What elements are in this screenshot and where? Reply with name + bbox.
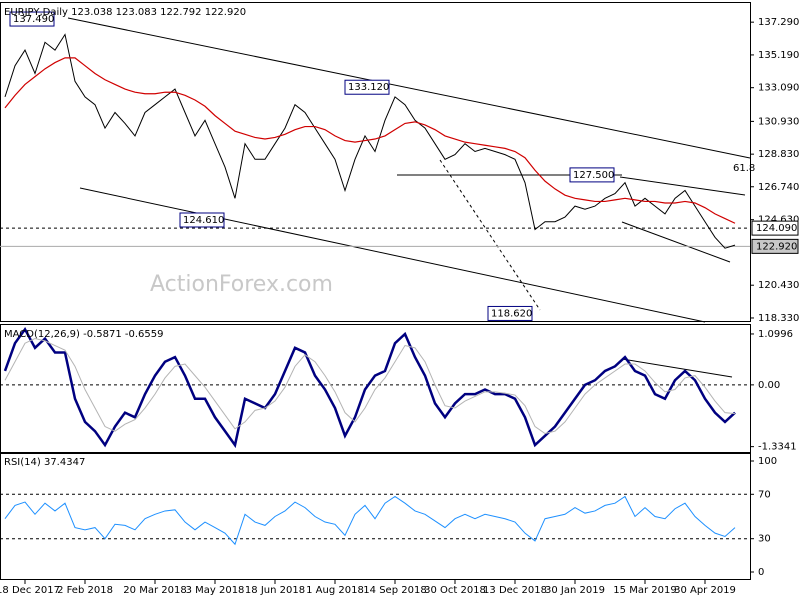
annotation-label: 137.490 — [13, 14, 54, 25]
panel-frame — [0, 452, 751, 580]
price-label: 122.920 — [756, 241, 797, 252]
panel-title: RSI(14) 37.4347 — [4, 457, 85, 468]
series-line — [4, 495, 736, 546]
annotation-box — [344, 79, 390, 95]
annotation-box — [487, 305, 533, 321]
y-tick-label: 0.00 — [758, 380, 780, 391]
x-tick-label: 14 Sep 2018 — [363, 585, 426, 596]
price-box — [751, 220, 799, 236]
x-tick-label: 18 Jun 2018 — [245, 585, 305, 596]
y-tick-label: 70 — [758, 489, 771, 500]
series-line — [4, 57, 736, 224]
y-tick-label: 118.330 — [758, 313, 799, 324]
price-label: 124.090 — [756, 223, 797, 234]
watermark: ActionForex.com — [150, 272, 333, 297]
y-tick-label: 128.830 — [758, 149, 799, 160]
wedge-lower — [621, 221, 731, 263]
price-box — [751, 238, 799, 254]
trend-lines — [67, 17, 751, 378]
x-tick-label: 18 Dec 2017 — [0, 585, 60, 596]
y-tick-label: 0 — [758, 567, 764, 578]
annotation-box — [179, 212, 225, 228]
panel-frame — [0, 324, 751, 454]
x-tick-label: 3 May 2018 — [186, 585, 245, 596]
y-tick-label: 130.930 — [758, 116, 799, 127]
y-tick-label: 30 — [758, 534, 771, 545]
y-tick-label: 135.190 — [758, 50, 799, 61]
y-tick-label: -1.3341 — [758, 442, 797, 453]
y-tick-label: 126.740 — [758, 182, 799, 193]
y-tick-label: 124.630 — [758, 215, 799, 226]
annotation-box — [569, 167, 615, 183]
lower-channel — [79, 187, 706, 323]
panel-frame — [0, 2, 751, 322]
y-tick-label: 133.090 — [758, 83, 799, 94]
x-tick-label: 30 Apr 2019 — [674, 585, 736, 596]
series-line — [3, 326, 736, 449]
annotation-label: 118.620 — [491, 308, 532, 319]
x-tick-label: 30 Oct 2018 — [424, 585, 486, 596]
annotation-label: 61.8 — [733, 163, 755, 174]
x-tick-label: 2 Feb 2018 — [57, 585, 113, 596]
series-line — [4, 338, 736, 435]
macd-divergence — [621, 358, 733, 378]
wedge-upper — [619, 176, 746, 196]
y-tick-label: 137.290 — [758, 17, 799, 28]
series-line — [4, 33, 736, 249]
annotation-label: 133.120 — [348, 82, 389, 93]
x-tick-label: 1 Aug 2018 — [306, 585, 364, 596]
panel-title: MACD(12,26,9) -0.5871 -0.6559 — [4, 329, 164, 340]
y-tick-label: 100 — [758, 456, 777, 467]
annotation-box — [9, 11, 55, 27]
x-tick-label: 20 Mar 2018 — [123, 585, 186, 596]
dashed-trend — [439, 159, 541, 311]
x-tick-label: 13 Dec 2018 — [483, 585, 547, 596]
x-tick-label: 30 Jan 2019 — [545, 585, 605, 596]
y-tick-label: 120.430 — [758, 280, 799, 291]
annotation-label: 127.500 — [573, 170, 614, 181]
upper-channel — [67, 17, 751, 159]
panel-title: EURJPY,Daily 123.038 123.083 122.792 122… — [4, 7, 246, 18]
x-tick-label: 15 Mar 2019 — [613, 585, 676, 596]
annotation-label: 124.610 — [183, 215, 224, 226]
y-tick-label: 1.0996 — [758, 329, 793, 340]
